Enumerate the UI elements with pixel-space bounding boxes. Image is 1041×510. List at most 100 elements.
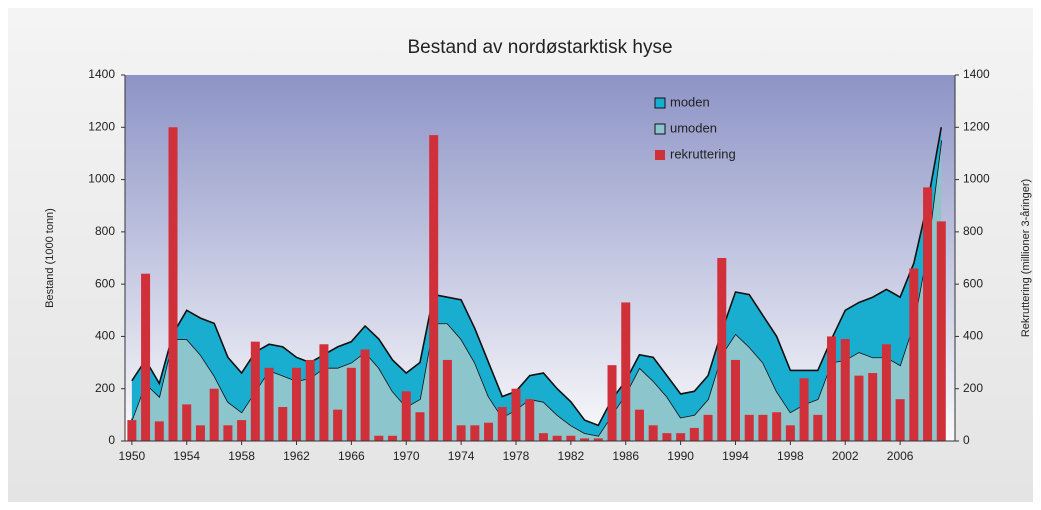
bar xyxy=(401,391,411,441)
bar xyxy=(182,404,192,441)
area-moden xyxy=(131,127,942,436)
bar xyxy=(538,433,548,441)
bar xyxy=(648,425,658,441)
bar xyxy=(250,341,260,441)
y-tick-label: 200 xyxy=(95,381,115,395)
x-tick-label: 1986 xyxy=(612,449,639,463)
bar xyxy=(278,407,288,441)
x-tick-label: 1954 xyxy=(173,449,200,463)
bar xyxy=(319,344,329,441)
y2-tick-label: 600 xyxy=(963,276,983,290)
legend-label: moden xyxy=(670,94,710,109)
x-tick-label: 1962 xyxy=(283,449,310,463)
bar xyxy=(936,221,946,441)
y-tick-label: 400 xyxy=(95,329,115,343)
bar xyxy=(662,433,672,441)
y-axis-label: Bestand (1000 tonn) xyxy=(44,208,56,308)
bar xyxy=(593,438,603,441)
bar xyxy=(456,425,466,441)
bar xyxy=(552,435,562,441)
x-tick-label: 1982 xyxy=(558,449,585,463)
y2-tick-label: 800 xyxy=(963,224,983,238)
x-tick-label: 2006 xyxy=(887,449,914,463)
bar xyxy=(333,409,343,441)
area-edge xyxy=(131,127,943,427)
bar xyxy=(291,367,301,441)
legend-label: umoden xyxy=(670,120,717,135)
bar xyxy=(909,268,919,441)
bar xyxy=(223,425,233,441)
y2-tick-label: 1000 xyxy=(963,172,990,186)
y-tick-label: 600 xyxy=(95,276,115,290)
bar xyxy=(525,399,535,441)
bar xyxy=(621,302,631,441)
x-tick-label: 1990 xyxy=(667,449,694,463)
bar xyxy=(141,273,151,441)
bar xyxy=(703,414,713,441)
bar xyxy=(730,359,740,441)
x-tick-label: 1978 xyxy=(503,449,530,463)
y2-axis-label: Rekruttering (millioner 3-åringer) xyxy=(1020,179,1032,337)
y-tick-label: 1000 xyxy=(88,172,115,186)
bar xyxy=(497,407,507,441)
bar xyxy=(813,414,823,441)
bar xyxy=(758,414,768,441)
chart-title: Bestand av nordøstarktisk hyse xyxy=(407,37,672,58)
bar xyxy=(881,344,891,441)
y2-tick-label: 0 xyxy=(963,433,970,447)
bar xyxy=(195,425,205,441)
y2-tick-label: 400 xyxy=(963,329,983,343)
bar xyxy=(580,438,590,441)
bar xyxy=(442,359,452,441)
bar xyxy=(154,421,164,441)
y2-tick-label: 1400 xyxy=(963,67,990,81)
bar xyxy=(676,433,686,441)
bar xyxy=(237,420,247,441)
legend-label: rekruttering xyxy=(670,146,736,161)
bar xyxy=(415,412,425,441)
bar xyxy=(470,425,480,441)
x-tick-label: 1994 xyxy=(722,449,749,463)
y-tick-label: 800 xyxy=(95,224,115,238)
x-tick-label: 2002 xyxy=(832,449,859,463)
y-tick-label: 1400 xyxy=(88,67,115,81)
bar xyxy=(360,349,370,441)
bar xyxy=(827,336,837,441)
y-tick-label: 1200 xyxy=(88,119,115,133)
bar xyxy=(634,409,644,441)
y2-tick-label: 200 xyxy=(963,381,983,395)
bar xyxy=(511,388,521,441)
legend-swatch xyxy=(655,150,665,160)
bar xyxy=(607,365,617,441)
bar xyxy=(484,422,494,441)
bar xyxy=(799,378,809,441)
bar xyxy=(744,414,754,441)
bar xyxy=(854,375,864,441)
bar xyxy=(840,339,850,441)
x-tick-label: 1970 xyxy=(393,449,420,463)
y-tick-label: 0 xyxy=(108,433,115,447)
bar xyxy=(772,412,782,441)
legend-swatch xyxy=(654,97,666,109)
bar xyxy=(717,258,727,441)
bar xyxy=(689,427,699,441)
bar xyxy=(429,135,439,441)
bar xyxy=(127,420,137,441)
bar xyxy=(895,399,905,441)
x-tick-label: 1950 xyxy=(119,449,146,463)
bar xyxy=(168,127,178,442)
y2-tick-label: 1200 xyxy=(963,119,990,133)
bar xyxy=(868,373,878,441)
bar xyxy=(209,388,219,441)
x-tick-label: 1958 xyxy=(228,449,255,463)
x-tick-label: 1974 xyxy=(448,449,475,463)
bar xyxy=(346,367,356,441)
bar xyxy=(305,359,315,441)
bar xyxy=(923,187,933,441)
x-tick-label: 1998 xyxy=(777,449,804,463)
bar xyxy=(388,435,398,441)
legend-swatch xyxy=(654,123,666,135)
bar xyxy=(264,367,274,441)
